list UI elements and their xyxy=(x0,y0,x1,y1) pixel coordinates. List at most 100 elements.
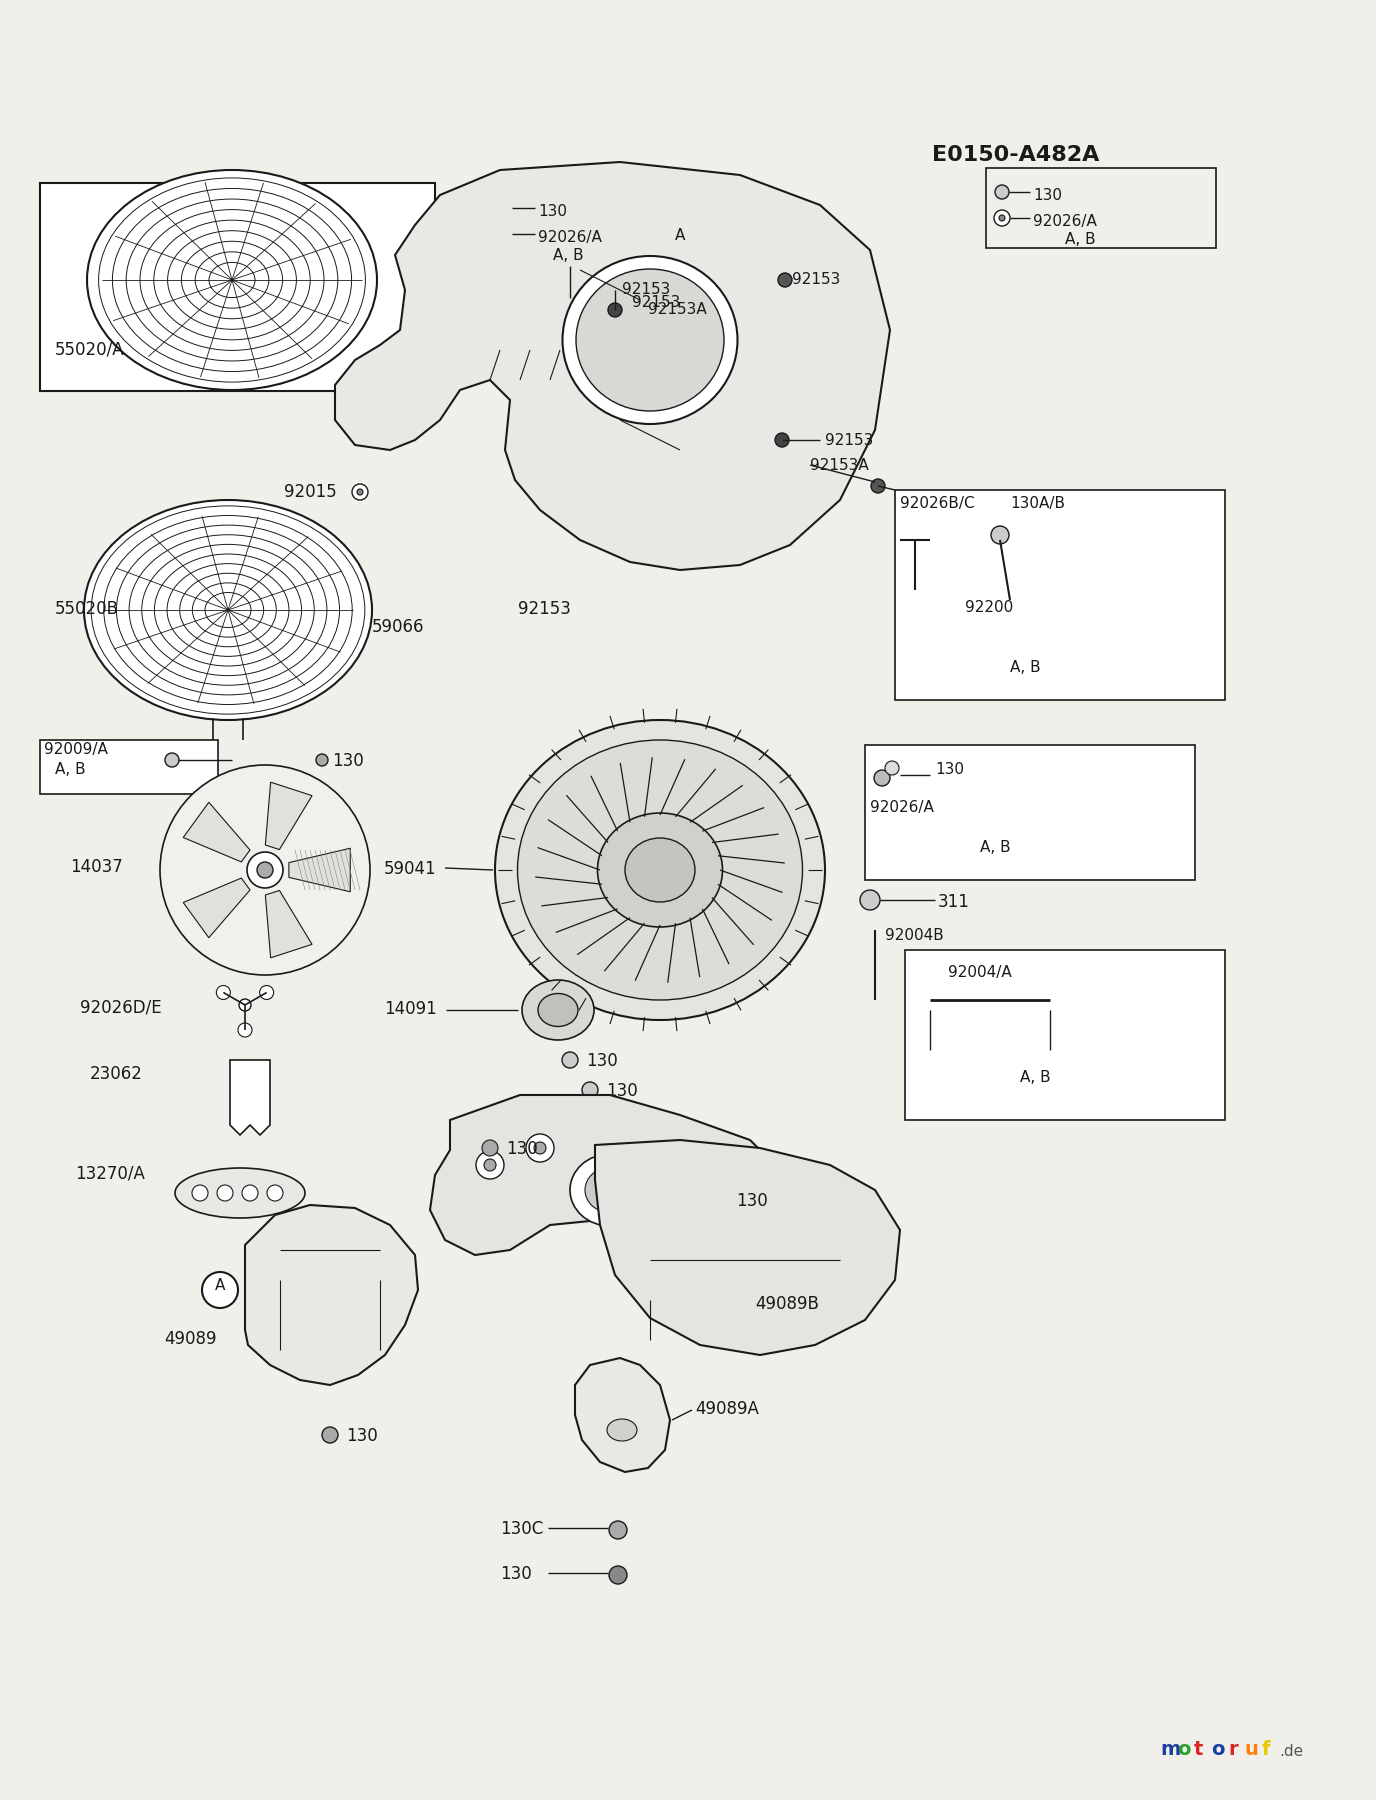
Circle shape xyxy=(352,484,367,500)
Circle shape xyxy=(202,1273,238,1309)
Circle shape xyxy=(257,862,272,878)
Circle shape xyxy=(687,1150,714,1179)
Text: 92153: 92153 xyxy=(517,599,571,617)
Text: 130: 130 xyxy=(586,1051,618,1069)
Circle shape xyxy=(733,1193,746,1206)
Text: A, B: A, B xyxy=(1020,1069,1051,1085)
Circle shape xyxy=(216,986,230,999)
Circle shape xyxy=(608,302,622,317)
Polygon shape xyxy=(245,1204,418,1384)
Text: 130: 130 xyxy=(736,1192,768,1210)
Text: 92009/A: 92009/A xyxy=(44,742,107,758)
Text: 130: 130 xyxy=(332,752,363,770)
Bar xyxy=(987,167,1216,248)
Polygon shape xyxy=(429,1094,790,1274)
Text: 92153A: 92153A xyxy=(648,302,707,317)
Text: 92153A: 92153A xyxy=(810,457,868,473)
Polygon shape xyxy=(575,1357,670,1472)
Ellipse shape xyxy=(84,500,372,720)
Circle shape xyxy=(260,986,274,999)
Circle shape xyxy=(242,1184,259,1201)
Circle shape xyxy=(999,214,1004,221)
Text: 59041: 59041 xyxy=(384,860,436,878)
Polygon shape xyxy=(266,783,312,850)
Text: A, B: A, B xyxy=(55,761,85,778)
Text: o: o xyxy=(1176,1739,1190,1759)
Circle shape xyxy=(476,1150,504,1179)
Ellipse shape xyxy=(625,839,695,902)
Text: 130: 130 xyxy=(506,1139,538,1157)
Text: 130: 130 xyxy=(1033,187,1062,203)
Text: 13270/A: 13270/A xyxy=(76,1165,144,1183)
Text: 92153: 92153 xyxy=(826,434,874,448)
Text: 59066: 59066 xyxy=(372,617,425,635)
Ellipse shape xyxy=(563,256,738,425)
Bar xyxy=(866,745,1194,880)
Ellipse shape xyxy=(522,979,594,1040)
Text: 92015: 92015 xyxy=(283,482,337,500)
Polygon shape xyxy=(334,162,890,571)
Circle shape xyxy=(238,1022,252,1037)
Circle shape xyxy=(248,851,283,887)
Ellipse shape xyxy=(87,169,377,391)
Bar xyxy=(490,185,689,266)
Text: 130: 130 xyxy=(499,1564,531,1582)
Circle shape xyxy=(561,1051,578,1067)
Bar xyxy=(40,740,217,794)
Text: A: A xyxy=(215,1278,226,1292)
Circle shape xyxy=(777,274,793,286)
Circle shape xyxy=(498,227,512,241)
Circle shape xyxy=(662,221,698,257)
Polygon shape xyxy=(230,1060,270,1136)
Circle shape xyxy=(322,1427,338,1444)
Ellipse shape xyxy=(577,268,724,410)
Circle shape xyxy=(526,1134,555,1163)
Text: u: u xyxy=(1245,1739,1259,1759)
Text: 92200: 92200 xyxy=(965,599,1013,616)
Text: 92026/A: 92026/A xyxy=(1033,214,1097,229)
Circle shape xyxy=(860,889,881,911)
Text: f: f xyxy=(1262,1739,1270,1759)
Text: r: r xyxy=(1227,1739,1237,1759)
Text: t: t xyxy=(1194,1739,1204,1759)
Ellipse shape xyxy=(175,1168,305,1219)
Text: .de: .de xyxy=(1278,1744,1303,1759)
Circle shape xyxy=(316,754,327,767)
Text: 92026/A: 92026/A xyxy=(538,230,601,245)
Text: 130C: 130C xyxy=(499,1519,544,1537)
Text: 130A/B: 130A/B xyxy=(1010,497,1065,511)
Polygon shape xyxy=(266,891,312,958)
Text: 92153: 92153 xyxy=(632,295,680,310)
Circle shape xyxy=(239,999,250,1012)
Circle shape xyxy=(484,1159,495,1172)
Text: 92004/A: 92004/A xyxy=(948,965,1011,979)
Text: 49089: 49089 xyxy=(164,1330,216,1348)
Text: 92153: 92153 xyxy=(793,272,841,286)
Circle shape xyxy=(874,770,890,787)
Text: 14091: 14091 xyxy=(384,1001,436,1019)
Text: 92004B: 92004B xyxy=(885,929,944,943)
Text: A, B: A, B xyxy=(1010,661,1040,675)
Text: A: A xyxy=(674,227,685,243)
Ellipse shape xyxy=(495,720,826,1021)
Circle shape xyxy=(498,202,512,214)
Text: 130: 130 xyxy=(538,203,567,220)
Circle shape xyxy=(616,293,630,308)
Ellipse shape xyxy=(607,1418,637,1442)
Text: 130: 130 xyxy=(936,761,965,778)
Text: 130: 130 xyxy=(345,1427,378,1445)
Circle shape xyxy=(502,230,508,238)
Text: o: o xyxy=(1211,1739,1225,1759)
Bar xyxy=(894,490,1225,700)
Text: 23062: 23062 xyxy=(89,1066,143,1084)
Ellipse shape xyxy=(517,740,802,1001)
Text: 49089A: 49089A xyxy=(695,1400,760,1418)
Circle shape xyxy=(165,752,179,767)
Circle shape xyxy=(727,1186,754,1213)
Text: 55020B: 55020B xyxy=(55,599,118,617)
Circle shape xyxy=(871,479,885,493)
Circle shape xyxy=(991,526,1009,544)
Bar xyxy=(905,950,1225,1120)
Circle shape xyxy=(534,1141,546,1154)
Polygon shape xyxy=(183,878,250,938)
